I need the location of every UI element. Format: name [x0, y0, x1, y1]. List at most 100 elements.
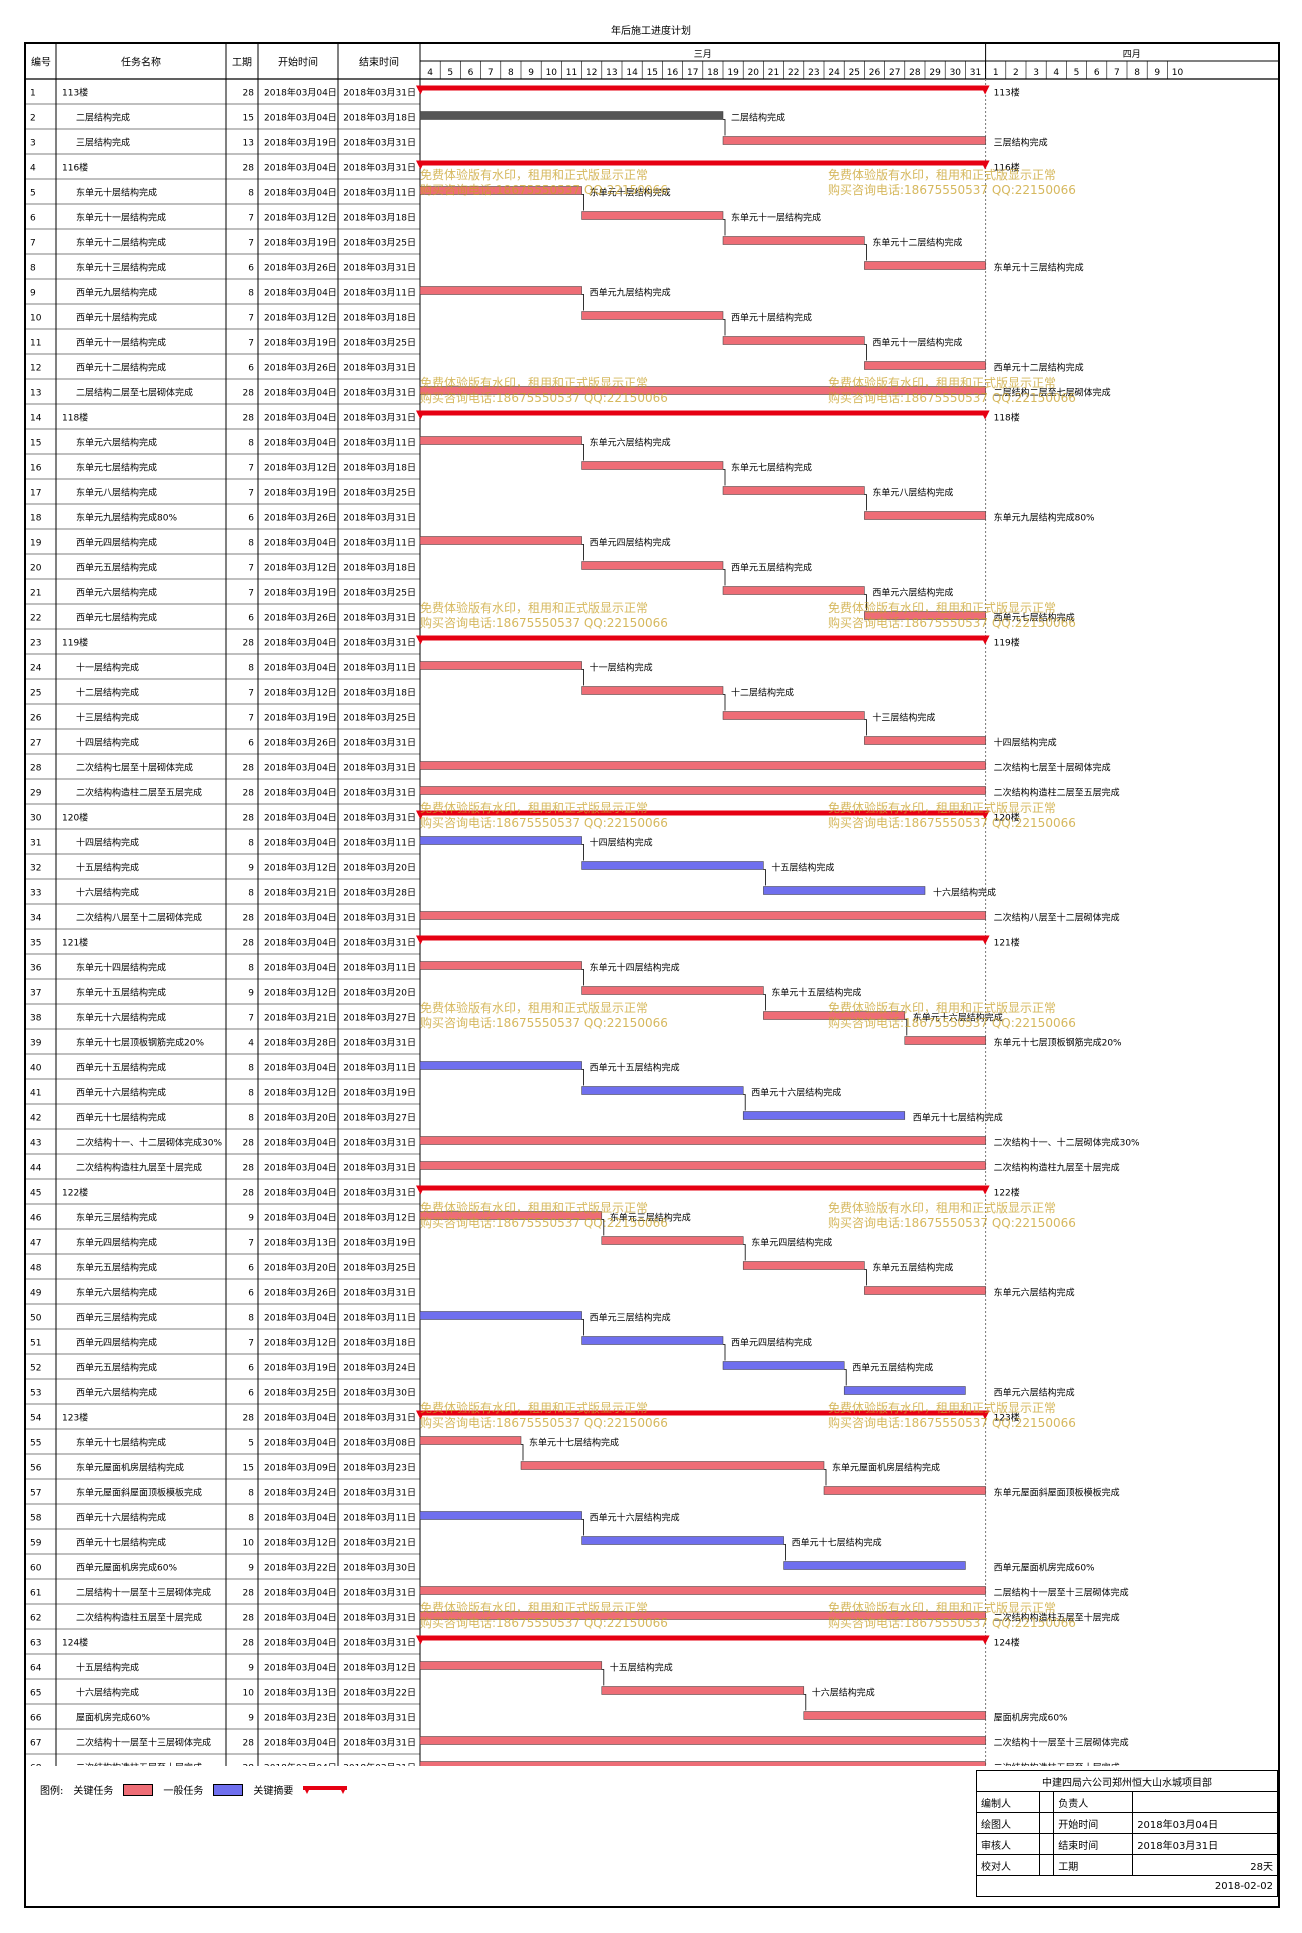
task-bar [581, 1086, 744, 1095]
row-start: 2018年03月04日 [264, 1637, 337, 1649]
row-task-name: 二次结构八层至十二层砌体完成 [76, 912, 202, 924]
row-end: 2018年03月31日 [343, 1412, 416, 1424]
summary-start-marker [416, 810, 425, 820]
task-bar [722, 1361, 845, 1370]
row-start: 2018年03月12日 [264, 312, 337, 324]
task-bar [419, 786, 986, 795]
dependency-link [743, 1094, 746, 1111]
watermark-line-1: 免费体验版有水印，租用和正式版显示正常 [420, 1600, 648, 1615]
summary-bar [420, 410, 986, 416]
row-end: 2018年03月11日 [343, 287, 416, 299]
bar-label: 西单元十二层结构完成 [994, 362, 1084, 374]
row-id: 53 [30, 1389, 41, 1399]
dependency-link [723, 694, 726, 711]
row-id: 3 [30, 139, 36, 149]
bar-label: 东单元六层结构完成 [590, 437, 671, 449]
dependency-link [723, 119, 726, 136]
row-id: 40 [30, 1064, 42, 1074]
row-id: 43 [30, 1139, 41, 1149]
row-end: 2018年03月31日 [343, 1762, 416, 1767]
responsible-value [1132, 1791, 1278, 1813]
row-end: 2018年03月19日 [343, 1237, 416, 1249]
task-bar [601, 1686, 805, 1695]
watermark-line-2: 购买咨询电话:18675550537 QQ:22150066 [828, 1015, 1076, 1030]
row-start: 2018年03月22日 [264, 1562, 337, 1574]
bar-label: 西单元十七层结构完成 [792, 1537, 882, 1549]
summary-end-marker [980, 85, 990, 95]
bar-label: 西单元屋面机房完成60% [994, 1562, 1095, 1574]
bar-label: 西单元十五层结构完成 [590, 1062, 680, 1074]
row-start: 2018年03月23日 [264, 1712, 337, 1724]
bar-label: 113楼 [994, 87, 1020, 99]
row-end: 2018年03月27日 [343, 1112, 416, 1124]
summary-end-marker [980, 160, 990, 170]
header-id: 编号 [31, 56, 51, 69]
task-bar [419, 1511, 582, 1520]
summary-start-marker [416, 635, 425, 645]
row-end: 2018年03月31日 [343, 137, 416, 149]
dependency-link [763, 869, 766, 886]
row-start: 2018年03月19日 [264, 137, 337, 149]
row-start: 2018年03月04日 [264, 1437, 337, 1449]
row-task-name: 东单元七层结构完成 [76, 462, 157, 474]
row-task-name: 十六层结构完成 [76, 1687, 139, 1699]
row-task-name: 十五层结构完成 [76, 862, 139, 874]
bar-label: 西单元六层结构完成 [872, 587, 953, 599]
day-tick-label: 4 [427, 68, 433, 78]
row-end: 2018年03月19日 [343, 1087, 416, 1099]
legend-critical-label: 关键任务 [73, 1786, 114, 1797]
row-task-name: 十二层结构完成 [76, 687, 139, 699]
summary-end-marker [980, 810, 990, 820]
task-bar [742, 1111, 906, 1120]
day-tick-label: 10 [546, 68, 558, 78]
row-start: 2018年03月19日 [264, 487, 337, 499]
row-id: 54 [30, 1414, 42, 1424]
row-end: 2018年03月31日 [343, 912, 416, 924]
row-task-name: 东单元屋面机房层结构完成 [76, 1462, 184, 1474]
dependency-link [723, 319, 726, 336]
row-end: 2018年03月21日 [343, 1537, 416, 1549]
watermark-line-1: 免费体验版有水印，租用和正式版显示正常 [420, 1200, 648, 1215]
row-start: 2018年03月04日 [264, 1662, 337, 1674]
row-duration: 7 [248, 564, 254, 574]
row-id: 46 [30, 1214, 42, 1224]
row-duration: 7 [248, 464, 254, 474]
row-task-name: 东单元九层结构完成80% [76, 512, 177, 524]
task-bar [864, 736, 986, 745]
bar-label: 二次结构十一、十二层砌体完成30% [994, 1137, 1140, 1149]
row-duration: 28 [243, 1589, 255, 1599]
task-bar [722, 586, 865, 595]
row-task-name: 116楼 [62, 162, 88, 174]
duration-label: 工期 [1053, 1854, 1134, 1876]
bar-label: 西单元十六层结构完成 [590, 1512, 680, 1524]
row-id: 30 [30, 814, 42, 824]
summary-start-marker [416, 1635, 425, 1645]
task-bar [763, 1011, 906, 1020]
dependency-link [864, 494, 867, 511]
row-start: 2018年03月04日 [264, 412, 337, 424]
row-id: 17 [30, 489, 41, 499]
row-duration: 8 [248, 1489, 254, 1499]
dependency-link [601, 1219, 605, 1236]
watermark-line-2: 购买咨询电话:18675550537 QQ:22150066 [420, 1215, 668, 1230]
task-bar [419, 1736, 986, 1745]
bar-label: 二次结构构造柱五层至十层完成 [994, 1612, 1120, 1624]
row-duration: 8 [248, 1114, 254, 1124]
bar-label: 东单元十四层结构完成 [590, 962, 680, 974]
responsible-label: 负责人 [1053, 1791, 1134, 1813]
row-end: 2018年03月08日 [343, 1437, 416, 1449]
row-id: 24 [30, 664, 42, 674]
row-task-name: 东单元三层结构完成 [76, 1212, 157, 1224]
task-bar [419, 836, 582, 845]
day-tick-label: 27 [889, 68, 900, 78]
row-duration: 6 [248, 739, 254, 749]
watermark-line-2: 购买咨询电话:18675550537 QQ:22150066 [420, 1415, 668, 1430]
checker-label: 校对人 [976, 1854, 1040, 1876]
row-duration: 9 [248, 1714, 254, 1724]
row-duration: 6 [248, 364, 254, 374]
row-id: 35 [30, 939, 41, 949]
row-start: 2018年03月04日 [264, 437, 337, 449]
row-duration: 28 [243, 939, 255, 949]
row-task-name: 二次结构构造柱二层至五层完成 [76, 787, 202, 799]
dependency-link [581, 844, 584, 861]
